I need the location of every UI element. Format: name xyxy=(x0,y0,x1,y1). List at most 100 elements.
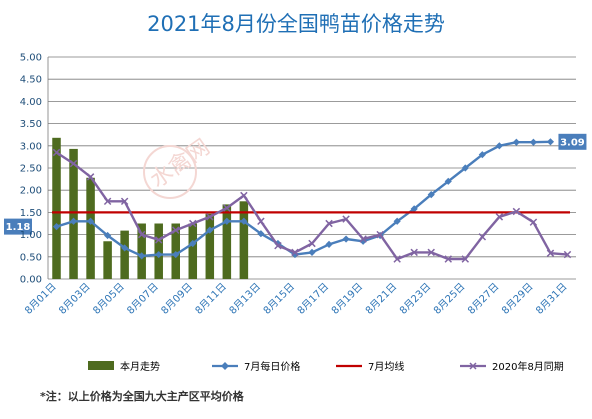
point xyxy=(138,252,146,260)
x-tick-label: 8月03日 xyxy=(57,281,93,317)
point xyxy=(410,205,418,213)
point xyxy=(376,230,384,239)
point xyxy=(563,250,572,259)
point xyxy=(342,235,350,243)
x-tick-label: 8月07日 xyxy=(125,281,161,317)
point xyxy=(308,239,316,248)
data-label: 3.09 xyxy=(560,137,585,148)
y-tick-label: 3.50 xyxy=(20,119,42,130)
point xyxy=(495,142,503,150)
point xyxy=(137,230,146,239)
bar xyxy=(205,213,215,279)
point xyxy=(120,197,129,206)
legend-label: 2020年8月同期 xyxy=(492,360,564,373)
y-tick-label: 2.50 xyxy=(20,164,42,175)
point xyxy=(69,159,78,168)
point xyxy=(512,138,520,146)
point xyxy=(444,177,452,185)
point xyxy=(393,255,401,263)
bars-layer xyxy=(52,137,249,279)
bar xyxy=(188,223,198,279)
point xyxy=(359,237,367,245)
point xyxy=(444,255,452,263)
point xyxy=(172,226,180,234)
point xyxy=(495,213,504,221)
point xyxy=(206,226,214,234)
legend-item: 7月每日价格 xyxy=(212,360,300,373)
point xyxy=(155,250,163,259)
point xyxy=(86,217,95,225)
point xyxy=(86,173,95,181)
y-tick-label: 1.50 xyxy=(20,208,42,219)
y-tick-label: 4.50 xyxy=(20,75,42,86)
point xyxy=(154,236,163,244)
legend-swatch xyxy=(88,361,114,370)
point xyxy=(461,255,470,263)
labels-layer: 1.18 3.09 xyxy=(4,133,587,235)
point xyxy=(206,213,214,221)
y-tick-label: 2.00 xyxy=(20,186,42,197)
point xyxy=(172,250,180,259)
footnote: *注：以上价格为全国九大主产区平均价格 xyxy=(40,390,244,403)
x-axis: 8月01日8月03日8月05日8月07日8月09日8月11日8月13日8月15日… xyxy=(23,281,570,317)
legend: 本月走势 7月每日价格 7月均线 2020年8月同期 xyxy=(88,360,564,373)
x-tick-label: 8月27日 xyxy=(465,281,501,317)
bar xyxy=(120,230,129,279)
y-tick-label: 4.00 xyxy=(20,97,42,108)
x-tick-label: 8月25日 xyxy=(431,281,467,317)
point xyxy=(427,191,435,199)
y-tick-label: 0.50 xyxy=(20,252,42,263)
point xyxy=(291,248,299,257)
svg-text:水禽网: 水禽网 xyxy=(146,135,214,193)
point xyxy=(478,151,486,159)
y-tick-label: 5.00 xyxy=(20,53,42,64)
data-label-box xyxy=(558,133,587,150)
x-tick-label: 8月09日 xyxy=(159,281,195,317)
bar xyxy=(86,177,95,279)
data-label: 1.18 xyxy=(6,222,31,233)
bar xyxy=(52,137,61,279)
point xyxy=(325,219,333,228)
point xyxy=(308,248,316,256)
point xyxy=(393,217,401,225)
x-tick-label: 8月29日 xyxy=(499,281,535,317)
legend-marker xyxy=(469,362,477,370)
y-tick-label: 1.00 xyxy=(20,230,42,241)
point xyxy=(189,239,197,248)
point xyxy=(103,197,112,206)
point xyxy=(69,217,78,225)
grid-layer xyxy=(47,56,576,280)
watermark: 水禽网 xyxy=(143,135,215,199)
chart-title: 2021年8月份全国鸭苗价格走势 xyxy=(147,12,445,36)
point xyxy=(461,164,469,172)
point xyxy=(52,148,61,157)
bar xyxy=(103,241,112,279)
series-line xyxy=(56,140,551,258)
y-tick-label: 3.00 xyxy=(20,141,42,152)
point xyxy=(223,217,231,225)
bar xyxy=(137,223,146,279)
legend-label: 7月每日价格 xyxy=(244,360,300,373)
point xyxy=(223,204,231,212)
x-tick-label: 8月31日 xyxy=(533,281,569,317)
point xyxy=(427,248,435,257)
legend-item: 2020年8月同期 xyxy=(460,360,564,373)
point xyxy=(325,240,333,248)
x-tick-label: 8月13日 xyxy=(227,281,263,317)
x-tick-label: 8月01日 xyxy=(23,281,59,317)
x-tick-label: 8月23日 xyxy=(397,281,433,317)
point xyxy=(257,217,265,226)
point xyxy=(240,217,248,225)
x-tick-label: 8月21日 xyxy=(363,281,399,317)
x-tick-label: 8月17日 xyxy=(295,281,331,317)
point xyxy=(240,191,248,200)
point xyxy=(529,138,538,146)
y-axis: 0.00 0.50 1.00 1.50 2.00 2.50 3.00 3.50 4.00 4.50… xyxy=(20,53,42,286)
data-label-box xyxy=(4,218,32,235)
point xyxy=(274,241,282,250)
point xyxy=(478,233,487,241)
point xyxy=(291,250,299,259)
bar xyxy=(222,204,232,279)
legend-label: 7月均线 xyxy=(368,360,404,373)
